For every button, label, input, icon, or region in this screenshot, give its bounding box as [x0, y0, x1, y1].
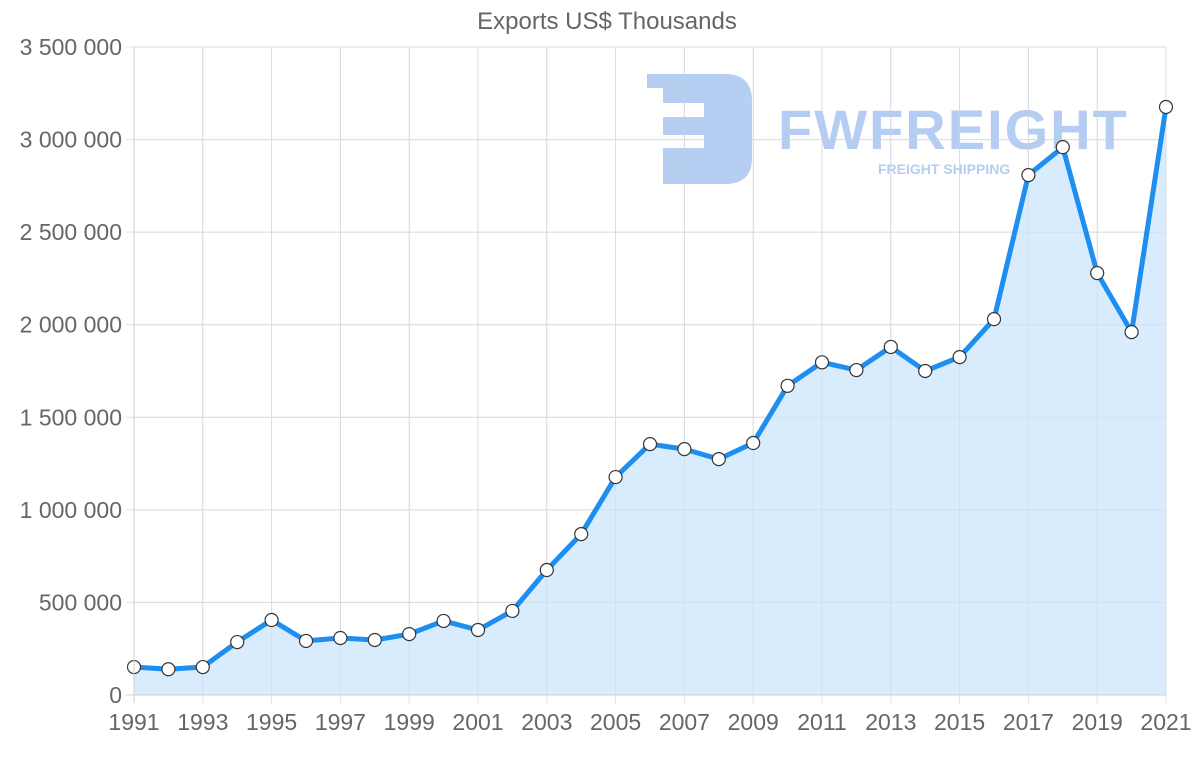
data-point-2006[interactable]	[642, 437, 658, 452]
fwfreight-watermark: FWFREIGHT FREIGHT SHIPPING	[647, 74, 1129, 184]
data-point-2017[interactable]	[1021, 168, 1036, 183]
data-point-1997[interactable]	[333, 630, 348, 646]
data-point-2015[interactable]	[952, 350, 967, 365]
x-tick-label: 2003	[521, 709, 572, 735]
data-point-2018[interactable]	[1055, 140, 1070, 155]
data-point-1995[interactable]	[264, 612, 279, 628]
x-tick-label: 2013	[865, 709, 916, 735]
data-point-1994[interactable]	[230, 634, 245, 650]
data-point-2014[interactable]	[918, 363, 933, 379]
chart-title: Exports US$ Thousands	[477, 8, 737, 35]
y-tick-label: 1 500 000	[20, 404, 122, 430]
watermark-brand: FWFREIGHT	[778, 98, 1129, 161]
y-tick-label: 1 000 000	[20, 497, 122, 523]
data-point-2012[interactable]	[849, 362, 864, 378]
x-tick-label: 1993	[177, 709, 228, 735]
data-point-2000[interactable]	[436, 613, 451, 629]
data-point-2004[interactable]	[574, 527, 589, 542]
x-tick-label: 2011	[797, 709, 846, 735]
data-point-1993[interactable]	[195, 659, 210, 675]
data-point-2010[interactable]	[780, 378, 795, 393]
x-tick-label: 2001	[452, 709, 503, 735]
x-tick-label: 2009	[728, 709, 779, 735]
x-tick-label: 1991	[108, 709, 159, 735]
area-fill-path	[134, 107, 1166, 695]
x-tick-label: 2019	[1072, 709, 1123, 735]
data-point-2005[interactable]	[608, 469, 623, 485]
x-tick-label: 1995	[246, 709, 297, 735]
data-point-2009[interactable]	[746, 435, 761, 451]
data-point-1999[interactable]	[402, 626, 417, 642]
area-fill	[133, 46, 1167, 696]
x-tick-label: 2017	[1003, 709, 1054, 735]
fwfreight-logo-icon	[647, 74, 752, 184]
data-point-2020[interactable]	[1124, 325, 1139, 340]
data-points	[126, 99, 1174, 677]
x-tick-label: 2015	[934, 709, 985, 735]
y-tick-label: 500 000	[39, 589, 122, 615]
y-tick-label: 3 000 000	[20, 127, 122, 153]
data-point-2008[interactable]	[711, 452, 726, 467]
y-tick-label: 2 500 000	[20, 219, 122, 245]
data-point-2021[interactable]	[1158, 99, 1174, 115]
data-point-2001[interactable]	[470, 622, 486, 638]
axes: 0 500 000 1 000 000 1 500 000 2 000 000 2 500…	[20, 34, 1192, 735]
data-point-2011[interactable]	[814, 355, 830, 370]
x-tick-label: 2007	[659, 709, 710, 735]
data-point-2016[interactable]	[986, 312, 1002, 327]
data-point-2003[interactable]	[539, 562, 554, 578]
watermark-tagline: FREIGHT SHIPPING	[878, 161, 1010, 177]
x-tick-label: 2021	[1140, 709, 1191, 735]
data-point-2007[interactable]	[677, 442, 692, 457]
x-tick-label: 1999	[384, 709, 435, 735]
data-point-2002[interactable]	[505, 603, 520, 619]
x-tick-label: 1997	[315, 709, 366, 735]
data-point-1998[interactable]	[367, 632, 382, 648]
y-tick-label: 3 500 000	[20, 34, 122, 60]
data-point-2013[interactable]	[883, 339, 898, 355]
y-tick-label: 0	[109, 682, 122, 708]
data-point-1992[interactable]	[161, 662, 176, 677]
data-point-1996[interactable]	[298, 633, 314, 649]
y-tick-label: 2 000 000	[20, 312, 122, 338]
data-point-2019[interactable]	[1090, 265, 1105, 281]
x-tick-label: 2005	[590, 709, 641, 735]
